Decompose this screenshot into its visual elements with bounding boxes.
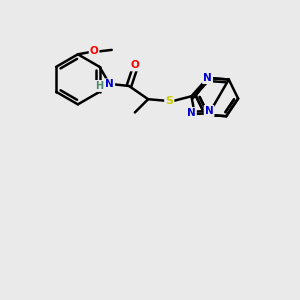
Text: H: H — [95, 81, 104, 91]
Text: N: N — [106, 80, 114, 89]
Text: N: N — [203, 73, 212, 83]
Text: O: O — [130, 60, 139, 70]
Text: N: N — [205, 106, 213, 116]
Text: N: N — [187, 108, 196, 118]
Text: O: O — [130, 60, 139, 70]
Text: S: S — [165, 96, 173, 106]
Text: N: N — [187, 108, 196, 118]
Text: O: O — [90, 46, 98, 56]
Text: H: H — [95, 81, 104, 91]
Text: N: N — [106, 80, 114, 89]
Text: S: S — [165, 96, 173, 106]
Text: O: O — [90, 46, 98, 56]
Text: N: N — [203, 73, 212, 83]
Text: N: N — [205, 106, 213, 116]
Text: N: N — [203, 73, 212, 83]
